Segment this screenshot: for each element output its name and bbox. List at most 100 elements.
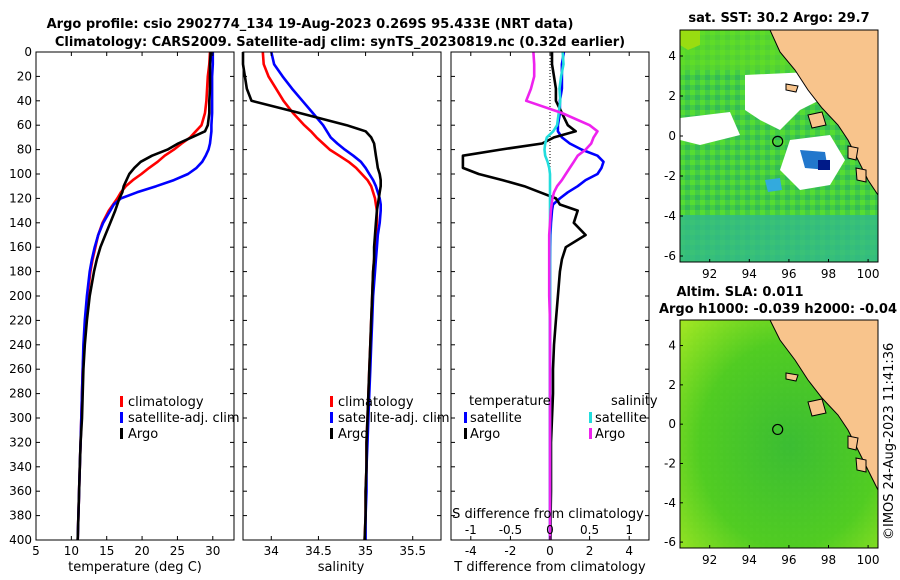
map-lat-tick-label: 4 <box>668 339 676 353</box>
temperature-x-label: temperature (deg C) <box>68 560 202 575</box>
depth-tick-label: 280 <box>9 387 32 401</box>
map-lon-tick-label: 100 <box>857 267 880 281</box>
salinity-legend: climatology satellite-adj. clim Argo <box>330 395 450 442</box>
sst-southern-band <box>680 215 878 262</box>
map-lat-tick-label: 2 <box>668 378 676 392</box>
salinity-panel: 34 34.5 35 35.5 salinity climatology satell… <box>241 51 450 575</box>
series-line-satellite-adj-clim <box>76 52 215 541</box>
salinity-axes-frame <box>242 51 442 541</box>
depth-tick-label: 300 <box>9 411 32 425</box>
top-x-tick-label: 1 <box>625 523 633 537</box>
legend-temp-satellite: satellite <box>470 411 522 426</box>
depth-tick-label: 320 <box>9 435 32 449</box>
legend-swatch-argo <box>120 428 123 439</box>
depth-tick-label: 20 <box>17 69 32 83</box>
map-lon-tick-label: 96 <box>781 267 796 281</box>
x-tick-label: 15 <box>99 544 114 558</box>
figure-title-line1: Argo profile: csio 2902774_134 19-Aug-20… <box>47 17 574 32</box>
sla-map-frame <box>679 319 879 549</box>
legend-swatch-argo <box>330 428 333 439</box>
depth-tick-label: 40 <box>17 94 32 108</box>
legend-swatch-temp-satellite <box>464 412 467 423</box>
sla-land-sumatra <box>769 320 878 491</box>
argo-location-marker <box>772 423 784 436</box>
difference-top-x-label: S difference from climatology <box>452 507 644 522</box>
depth-tick-label: 80 <box>17 143 32 157</box>
map-lat-tick-label: 4 <box>668 49 676 63</box>
depth-tick-label: 120 <box>9 191 32 205</box>
x-tick-label: 5 <box>32 544 40 558</box>
sst-land-sumatra <box>769 30 878 196</box>
figure-title-line2: Climatology: CARS2009. Satellite-adj cli… <box>55 35 625 50</box>
depth-tick-label: 220 <box>9 313 32 327</box>
map-lat-tick-label: -4 <box>664 209 676 223</box>
series-line-argo <box>76 51 212 541</box>
sst-cool-core <box>818 160 830 170</box>
legend-salinity-heading: salinity <box>611 394 658 409</box>
legend-sal-argo: Argo <box>595 427 625 442</box>
depth-tick-label: 140 <box>9 216 32 230</box>
x-tick-label: 25 <box>170 544 185 558</box>
map-lon-tick-label: 92 <box>702 267 717 281</box>
legend-temperature-heading: temperature <box>469 394 551 409</box>
x-tick-label: 30 <box>205 544 220 558</box>
x-tick-label: 2 <box>586 544 594 558</box>
sla-map-title-line2: Argo h1000: -0.039 h2000: -0.04 <box>659 302 897 317</box>
legend-swatch-temp-argo <box>464 428 467 439</box>
depth-tick-label: 260 <box>9 362 32 376</box>
x-tick-label: 35 <box>358 544 373 558</box>
map-lon-tick-label: 96 <box>781 553 796 567</box>
sst-warm-patch <box>680 30 700 50</box>
depth-tick-label: 160 <box>9 240 32 254</box>
sst-map-frame <box>679 29 879 263</box>
legend-argo: Argo <box>128 427 158 442</box>
map-lat-tick-label: -4 <box>664 496 676 510</box>
sst-island-4 <box>785 83 799 93</box>
legend-climatology: climatology <box>128 395 204 410</box>
map-lon-tick-label: 94 <box>742 267 757 281</box>
x-tick-label: 4 <box>625 544 633 558</box>
legend-swatch-climatology <box>330 396 333 407</box>
sst-island-1 <box>807 111 827 129</box>
series-line-satellite-adj-clim <box>270 51 383 540</box>
map-lon-tick-label: 98 <box>821 553 836 567</box>
top-x-tick-label: -1 <box>465 523 477 537</box>
map-lon-tick-label: 94 <box>742 553 757 567</box>
x-tick-label: -2 <box>504 544 516 558</box>
x-tick-label: 35.5 <box>399 544 426 558</box>
top-x-tick-label: 0.5 <box>580 523 599 537</box>
depth-tick-label: 380 <box>9 509 32 523</box>
sst-island-2 <box>847 145 859 161</box>
legend-argo: Argo <box>338 427 368 442</box>
legend-satellite-adj: satellite-adj. clim <box>128 411 240 426</box>
legend-swatch-sal-argo <box>589 428 592 439</box>
legend-swatch-sal-satellite <box>589 412 592 423</box>
series-line-salinity-satellite <box>543 51 565 540</box>
sla-map: Altim. SLA: 0.011 Argo h1000: -0.039 h20… <box>659 285 897 567</box>
map-lon-tick-label: 92 <box>702 553 717 567</box>
x-tick-label: 10 <box>64 544 79 558</box>
depth-tick-label: 100 <box>9 167 32 181</box>
legend-satellite-adj: satellite-adj. clim <box>338 411 450 426</box>
map-lat-tick-label: -2 <box>664 169 676 183</box>
x-tick-label: 0 <box>546 544 554 558</box>
temperature-axes-frame <box>35 51 235 541</box>
map-lon-tick-label: 100 <box>857 553 880 567</box>
depth-tick-label: 400 <box>9 533 32 547</box>
sla-island-2 <box>847 435 859 451</box>
top-x-tick-label: 0 <box>546 523 554 537</box>
sla-island-3 <box>855 457 867 473</box>
difference-x-label: T difference from climatology <box>453 560 646 575</box>
imos-credit: ©IMOS 24-Aug-2023 11:41:36 <box>882 343 897 540</box>
map-lat-tick-label: 0 <box>668 417 676 431</box>
depth-tick-label: 360 <box>9 484 32 498</box>
depth-tick-label: 240 <box>9 338 32 352</box>
x-tick-label: -4 <box>465 544 477 558</box>
map-lon-tick-label: 98 <box>821 267 836 281</box>
series-line-climatology <box>261 51 379 541</box>
sst-island-3 <box>855 167 867 183</box>
depth-tick-label: 340 <box>9 460 32 474</box>
depth-tick-label: 0 <box>24 45 32 59</box>
sst-map-title: sat. SST: 30.2 Argo: 29.7 <box>688 11 869 26</box>
x-tick-label: 34.5 <box>305 544 332 558</box>
